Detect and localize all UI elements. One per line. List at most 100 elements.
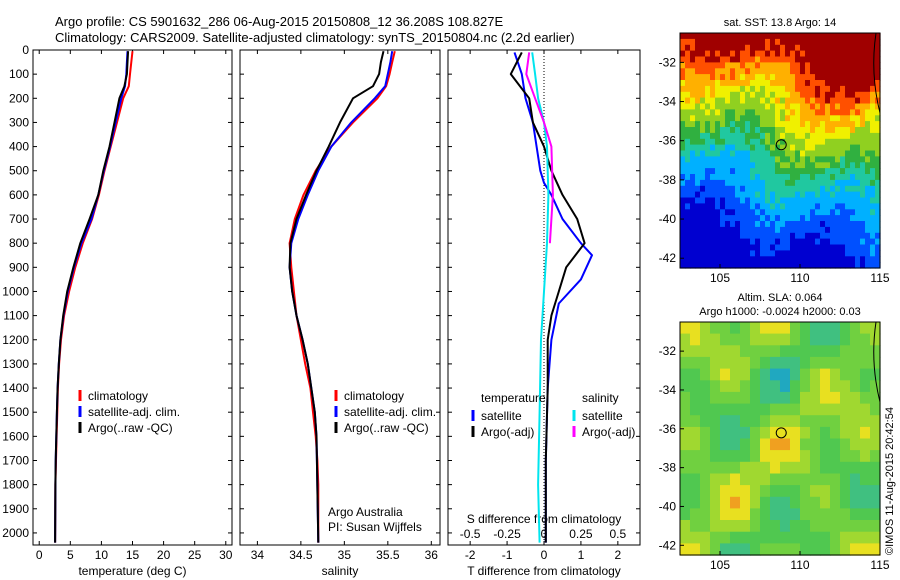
map-cell (840, 543, 851, 556)
map-cell (740, 380, 751, 393)
map-cell (795, 256, 801, 263)
map-cell (875, 138, 881, 146)
map-cell (845, 174, 851, 181)
map-cell (730, 80, 736, 87)
map-cell (745, 262, 751, 269)
map-cell (725, 262, 731, 269)
map-cell (860, 461, 871, 475)
map-cell (695, 121, 701, 128)
map-cell (730, 461, 741, 475)
map-cell (760, 238, 766, 246)
map-cell (705, 244, 711, 251)
map-cell (720, 356, 731, 370)
map-cell (735, 74, 741, 81)
map-cell (685, 56, 691, 63)
map-cell (840, 138, 846, 146)
map-cell (700, 380, 711, 393)
map-cell (720, 80, 726, 87)
map-cell (855, 256, 861, 263)
map-cell (750, 97, 756, 105)
map-cell (850, 426, 861, 440)
map-cell (740, 97, 746, 105)
map-cell (835, 162, 841, 169)
map-cell (800, 244, 806, 251)
map-cell (700, 132, 706, 140)
map-cell (740, 450, 751, 463)
map-cell (730, 322, 741, 335)
map-cell (845, 85, 851, 93)
map-cell (850, 50, 856, 58)
map-cell (870, 121, 876, 128)
map-cell (840, 91, 846, 99)
map-cell (860, 232, 866, 240)
map-cell (805, 109, 811, 116)
map-cell (825, 156, 831, 163)
map-cell (700, 33, 706, 40)
map-cell (830, 191, 836, 199)
map-cell (805, 56, 811, 63)
map-cell (805, 238, 811, 246)
map-cell (815, 97, 821, 105)
map-cell (750, 438, 761, 451)
map-cell (705, 127, 711, 134)
map-cell (835, 156, 841, 163)
map-cell (700, 508, 711, 521)
map-cell (700, 203, 706, 210)
map-cell (740, 85, 746, 93)
map-cell (760, 450, 771, 463)
map-cell (705, 179, 711, 187)
map-cell (845, 103, 851, 110)
map-cell (870, 438, 881, 451)
map-cell (870, 80, 876, 87)
map-cell (760, 203, 766, 210)
map-cell (860, 74, 866, 81)
map-cell (770, 345, 781, 358)
map-cell (850, 197, 856, 204)
map-cell (715, 44, 721, 52)
map-cell (730, 403, 741, 416)
map-cell (860, 496, 871, 510)
map-cell (720, 508, 731, 521)
map-cell (730, 238, 736, 246)
map-cell (755, 56, 761, 63)
map-cell (845, 127, 851, 134)
map-cell (770, 473, 781, 486)
map-cell (860, 62, 866, 69)
map-cell (805, 91, 811, 99)
map-cell (720, 85, 726, 93)
map-cell (870, 485, 881, 498)
map-cell (710, 97, 716, 105)
map-cell (860, 209, 866, 216)
map-cell (680, 226, 686, 234)
map-cell (755, 121, 761, 128)
map-cell (805, 144, 811, 152)
map-cell (720, 62, 726, 69)
map-cell (705, 91, 711, 99)
map-cell (765, 197, 771, 204)
map-cell (700, 543, 711, 556)
map-cell (825, 209, 831, 216)
map-cell (750, 85, 756, 93)
map-cell (775, 203, 781, 210)
map-cell (750, 209, 756, 216)
map-cell (860, 203, 866, 210)
map-cell (760, 109, 766, 116)
map-frame (679, 32, 881, 269)
map-cell (840, 403, 851, 416)
map-cell (730, 438, 741, 451)
map-cell (685, 162, 691, 169)
map-cell (780, 244, 786, 251)
map-cell (750, 109, 756, 116)
map-cell (830, 426, 841, 440)
map-cell (810, 62, 816, 69)
map-cell (815, 127, 821, 134)
map-cell (785, 109, 791, 116)
map-cell (865, 168, 871, 175)
map-cell (690, 191, 696, 199)
map-cell (725, 191, 731, 199)
map-cell (850, 391, 861, 405)
map-cell (845, 138, 851, 146)
map-cell (795, 138, 801, 146)
map-cell (710, 103, 716, 110)
map-cell (730, 179, 736, 187)
